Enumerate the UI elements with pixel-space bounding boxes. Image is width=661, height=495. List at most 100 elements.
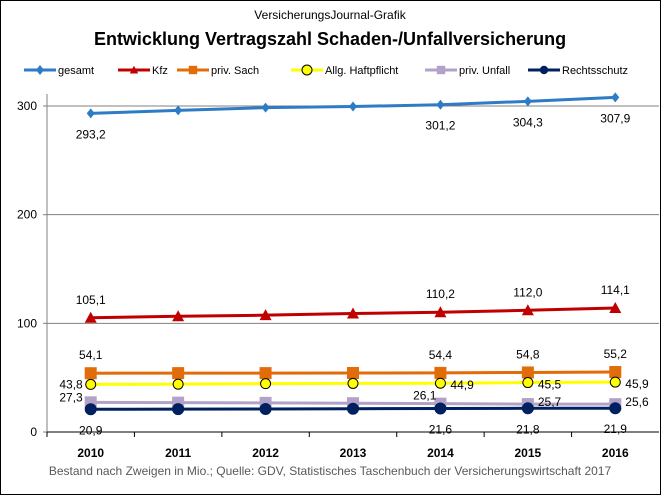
data-label: 110,2 (426, 287, 455, 301)
legend-label: priv. Unfall (459, 65, 510, 77)
data-point (261, 102, 270, 113)
data-label: 301,2 (425, 119, 455, 133)
data-label: 25,6 (625, 395, 649, 409)
legend: gesamt Kfz priv. Sach Allg. Haftpflicht priv… (24, 64, 628, 77)
series-priv-sach: 54,1 54,4 54,8 55,2 (79, 347, 628, 380)
chart-title: Entwicklung Vertragszahl Schaden-/Unfall… (94, 29, 566, 49)
data-label: 45,9 (625, 377, 649, 391)
data-label: 21,6 (429, 423, 453, 437)
data-label: 54,4 (429, 348, 453, 362)
source-note: Bestand nach Zweigen in Mio.; Quelle: GD… (49, 464, 612, 478)
data-point (259, 402, 272, 415)
data-point (434, 377, 446, 389)
series-gesamt: 293,2 301,2 304,3 307,9 (76, 92, 631, 141)
y-tick-label: 100 (17, 316, 37, 330)
data-label: 43,8 (59, 377, 83, 391)
legend-label: Kfz (152, 65, 168, 77)
data-point (609, 302, 622, 314)
legend-marker-icon (188, 65, 198, 75)
data-point (521, 366, 534, 379)
legend-marker-icon (36, 65, 44, 75)
legend-item-allg-haftpflicht: Allg. Haftpflicht (291, 64, 398, 77)
legend-marker-icon (129, 65, 139, 74)
data-point (611, 92, 620, 103)
legend-marker-icon (301, 64, 313, 76)
data-label: 21,8 (516, 422, 540, 436)
data-point (521, 304, 534, 316)
data-point (84, 367, 97, 380)
axes: 0 100 200 300 2010 2011 2012 2013 2014 2015 2016 (17, 94, 659, 460)
legend-item-kfz: Kfz (118, 65, 168, 77)
x-tick-label: 2011 (165, 446, 191, 460)
legend-label: gesamt (58, 65, 94, 77)
data-label: 55,2 (604, 347, 628, 361)
legend-marker-icon (436, 65, 446, 75)
data-point (84, 403, 97, 416)
x-tick-label: 2010 (77, 446, 104, 460)
data-label: 293,2 (76, 127, 106, 141)
series-group: 293,2 301,2 304,3 307,9 105,1 110,2 112,0 114,1… (59, 92, 649, 437)
data-point (349, 101, 357, 112)
data-point (347, 377, 359, 389)
data-point (347, 307, 359, 319)
chart-subtitle: VersicherungsJournal-Grafik (254, 8, 406, 22)
x-tick-label: 2015 (515, 446, 542, 460)
data-label: 26,1 (413, 389, 437, 403)
data-point (260, 378, 272, 390)
data-point (259, 367, 272, 380)
legend-label: priv. Sach (211, 65, 259, 77)
gridlines (47, 105, 659, 324)
data-label: 54,8 (516, 347, 540, 361)
data-point (172, 403, 185, 416)
data-label: 304,3 (513, 115, 543, 129)
data-point (436, 99, 445, 110)
data-label: 20,9 (79, 423, 103, 437)
data-point (347, 402, 359, 415)
legend-label: Allg. Haftpflicht (325, 65, 398, 77)
data-point (84, 311, 97, 323)
legend-item-rechtsschutz: Rechtsschutz (528, 65, 628, 77)
data-label: 105,1 (76, 293, 106, 307)
data-point (172, 310, 185, 322)
data-point (174, 105, 183, 116)
data-label: 44,9 (450, 378, 474, 392)
data-label: 21,9 (604, 422, 628, 436)
data-point (434, 366, 447, 379)
legend-item-priv-sach: priv. Sach (177, 65, 259, 77)
series-rechtsschutz: 20,9 21,6 21,8 21,9 (79, 402, 627, 437)
data-point (522, 377, 534, 389)
y-tick-label: 300 (17, 99, 37, 113)
data-point (259, 309, 272, 321)
data-point (172, 378, 184, 390)
legend-label: Rechtsschutz (562, 65, 628, 77)
x-tick-label: 2013 (340, 446, 367, 460)
data-label: 54,1 (79, 348, 103, 362)
series-kfz: 105,1 110,2 112,0 114,1 (76, 283, 630, 323)
data-label: 27,3 (59, 390, 83, 404)
data-label: 307,9 (600, 111, 630, 125)
data-point (172, 367, 185, 380)
legend-marker-icon (539, 65, 549, 75)
data-point (86, 108, 95, 119)
data-point (434, 306, 447, 318)
y-tick-label: 200 (17, 208, 37, 222)
data-point (523, 96, 532, 107)
data-point (347, 366, 359, 379)
legend-item-gesamt: gesamt (24, 65, 94, 77)
legend-item-priv-unfall: priv. Unfall (425, 65, 510, 77)
y-tick-label: 0 (30, 425, 37, 439)
data-point (434, 402, 447, 415)
data-point (609, 376, 621, 388)
x-tick-label: 2012 (252, 446, 279, 460)
data-point (609, 402, 622, 415)
series-allg-haftpflicht: 43,8 44,9 45,5 45,9 (59, 376, 649, 392)
data-point (609, 366, 622, 379)
data-point (85, 378, 97, 390)
data-label: 45,5 (538, 378, 562, 392)
x-tick-label: 2014 (427, 446, 454, 460)
data-label: 25,7 (538, 395, 562, 409)
x-tick-label: 2016 (602, 446, 629, 460)
data-label: 112,0 (513, 285, 542, 299)
data-point (521, 402, 534, 415)
